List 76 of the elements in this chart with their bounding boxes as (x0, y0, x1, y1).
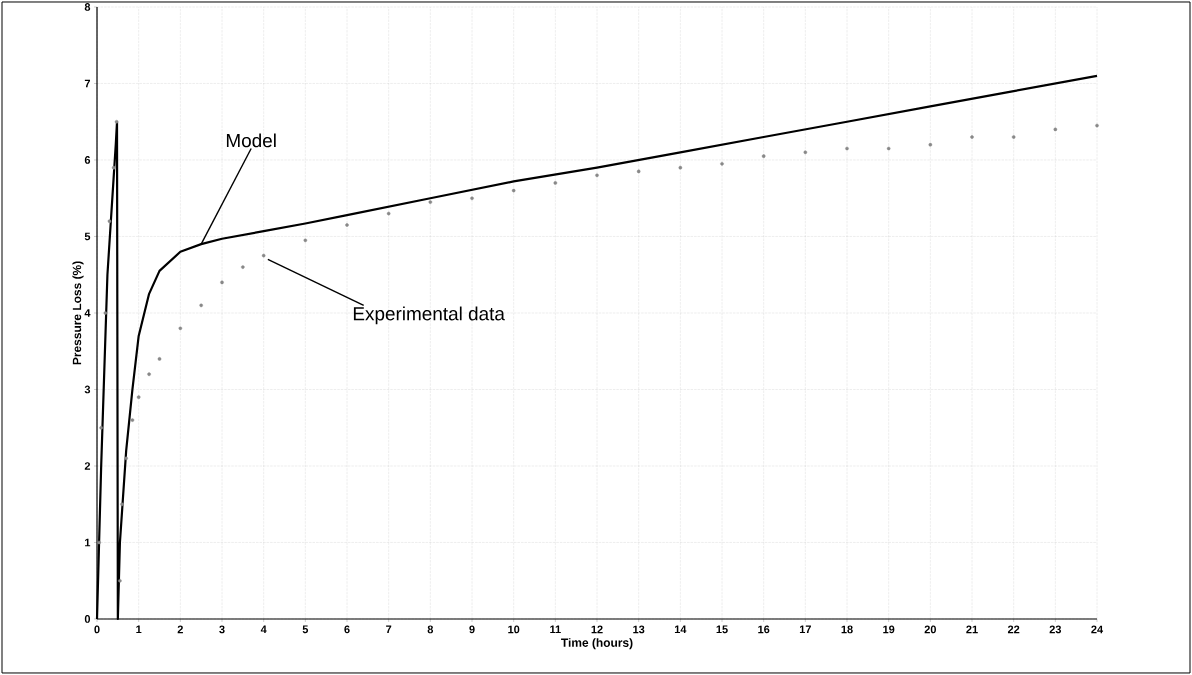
x-tick-label: 17 (799, 625, 811, 634)
x-tick-label: 18 (841, 625, 853, 634)
x-tick-label: 8 (427, 625, 434, 634)
point (107, 219, 112, 223)
y-axis-title: Pressure Loss (%) (72, 261, 84, 365)
point (178, 326, 183, 331)
y-tick-label: 4 (84, 309, 91, 317)
x-tick-label: 20 (924, 625, 936, 634)
x-tick-label: 1 (136, 625, 142, 634)
x-tick-label: 22 (1007, 625, 1020, 634)
x-tick-label: 15 (716, 625, 728, 634)
x-tick-label: 6 (344, 625, 350, 634)
point (386, 211, 391, 216)
x-axis-title: Time (hours) (561, 638, 633, 650)
point (130, 418, 135, 422)
point (147, 372, 151, 376)
y-tick-label: 0 (84, 615, 91, 623)
point (114, 119, 119, 124)
point (120, 502, 124, 507)
point (111, 165, 116, 170)
annotation: Model (226, 133, 276, 148)
point (553, 181, 558, 185)
point (241, 265, 245, 269)
x-tick-label: 4 (260, 625, 267, 634)
point (136, 395, 141, 399)
y-tick-label: 5 (84, 232, 91, 241)
x-tick-label: 21 (966, 625, 978, 634)
x-tick-label: 24 (1091, 625, 1104, 634)
point (595, 173, 599, 178)
x-tick-label: 14 (674, 625, 687, 634)
x-tick-label: 2 (177, 625, 183, 634)
point (199, 303, 203, 308)
x-tick-label: 19 (883, 625, 895, 634)
y-tick-label: 2 (84, 462, 91, 470)
x-tick-label: 13 (633, 625, 645, 634)
x-tick-label: 0 (94, 625, 100, 634)
point (970, 135, 974, 139)
point (157, 357, 162, 361)
y-tick-label: 1 (85, 538, 91, 547)
point (761, 154, 766, 158)
x-tick-label: 23 (1049, 625, 1062, 634)
point (118, 578, 122, 583)
point (97, 540, 101, 545)
point (261, 253, 266, 258)
point (511, 188, 516, 193)
point (928, 142, 933, 147)
x-tick-label: 16 (758, 625, 770, 634)
x-tick-label: 7 (386, 625, 392, 634)
point (636, 169, 641, 174)
point (803, 150, 808, 155)
y-tick-label: 6 (84, 156, 91, 164)
point (303, 238, 308, 243)
y-tick-label: 8 (84, 3, 91, 11)
point (720, 162, 724, 166)
point (678, 165, 683, 170)
annotation: Experimental data (353, 306, 505, 325)
x-tick-label: 11 (550, 625, 561, 634)
x-tick-label: 10 (508, 625, 520, 634)
point (428, 200, 433, 204)
point (220, 280, 224, 285)
point (845, 146, 849, 151)
point (1053, 127, 1058, 132)
y-tick-label: 7 (84, 79, 90, 88)
x-tick-label: 3 (219, 625, 225, 634)
point (1095, 123, 1099, 128)
point (124, 456, 128, 461)
point (1011, 135, 1016, 139)
x-tick-label: 12 (591, 625, 603, 634)
x-tick-label: 9 (469, 625, 475, 634)
x-tick-label: 5 (302, 625, 309, 634)
y-tick-label: 3 (84, 385, 91, 394)
point (470, 196, 474, 201)
point (345, 223, 349, 227)
point (886, 146, 891, 151)
point (103, 311, 108, 315)
point (99, 425, 103, 430)
